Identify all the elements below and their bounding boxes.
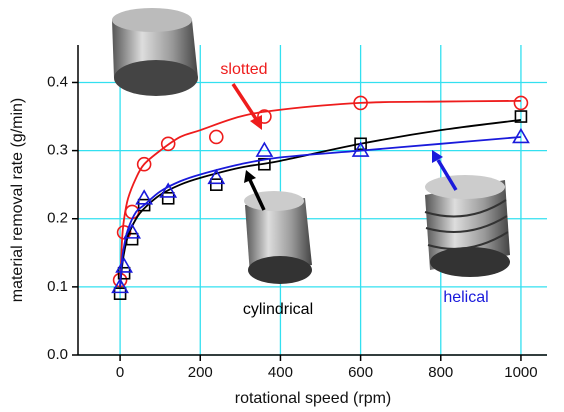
slotted-icon <box>112 8 198 96</box>
x-tick-label: 0 <box>116 364 124 381</box>
data-point <box>211 179 222 190</box>
series-label: helical <box>443 289 488 306</box>
series-label: cylindrical <box>243 301 313 318</box>
x-tick-label: 1000 <box>504 364 537 381</box>
x-tick-label: 200 <box>188 364 213 381</box>
y-tick-label: 0.3 <box>47 142 68 159</box>
x-tick-label: 600 <box>348 364 373 381</box>
cylinder-icon <box>244 191 312 284</box>
data-point <box>163 193 174 204</box>
y-tick-label: 0.1 <box>47 278 68 295</box>
helical-icon <box>425 175 510 277</box>
data-point <box>210 130 223 143</box>
y-tick-label: 0.4 <box>47 73 68 90</box>
chart: 0.0 0.1 0.2 0.3 0.4 0 200 400 600 800 1000 rotatio… <box>0 0 564 412</box>
y-axis-label: material removal rate (g/min) <box>9 98 26 303</box>
x-tick-label: 400 <box>268 364 293 381</box>
y-tick-label: 0.2 <box>47 210 68 227</box>
x-tick-label: 800 <box>428 364 453 381</box>
data-point <box>257 143 272 156</box>
series-label: slotted <box>220 61 267 78</box>
y-tick-label: 0.0 <box>47 346 68 363</box>
x-axis-label: rotational speed (rpm) <box>235 390 392 407</box>
